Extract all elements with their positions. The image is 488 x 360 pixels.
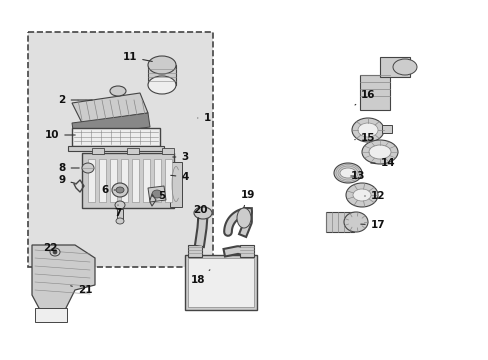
Ellipse shape xyxy=(50,248,60,256)
Ellipse shape xyxy=(53,250,57,254)
Ellipse shape xyxy=(237,208,250,228)
Bar xyxy=(148,65,176,85)
Ellipse shape xyxy=(112,183,128,197)
Bar xyxy=(359,75,389,110)
Text: 15: 15 xyxy=(354,133,374,143)
Text: 16: 16 xyxy=(354,90,374,105)
Ellipse shape xyxy=(343,212,367,232)
Text: 9: 9 xyxy=(59,175,75,185)
Bar xyxy=(381,125,391,133)
Bar xyxy=(379,57,409,77)
Bar xyxy=(28,32,213,267)
Text: 2: 2 xyxy=(58,95,92,105)
Bar xyxy=(142,159,150,202)
Bar xyxy=(162,148,174,154)
Ellipse shape xyxy=(152,190,162,198)
Bar xyxy=(117,209,123,221)
Text: 5: 5 xyxy=(152,191,165,201)
Polygon shape xyxy=(72,113,150,137)
Bar xyxy=(88,159,95,202)
Text: 1: 1 xyxy=(197,113,210,123)
Bar xyxy=(325,212,353,232)
Ellipse shape xyxy=(116,218,124,224)
Text: 14: 14 xyxy=(370,158,394,168)
Text: 4: 4 xyxy=(170,172,188,182)
Text: 8: 8 xyxy=(58,163,79,173)
Text: 10: 10 xyxy=(45,130,75,140)
Ellipse shape xyxy=(357,123,377,137)
Ellipse shape xyxy=(115,201,125,209)
Polygon shape xyxy=(148,186,165,202)
Text: 12: 12 xyxy=(364,191,385,201)
Bar xyxy=(187,258,253,307)
Bar xyxy=(121,159,128,202)
Text: 17: 17 xyxy=(360,220,385,230)
Bar xyxy=(92,148,104,154)
Text: 13: 13 xyxy=(350,171,365,181)
Bar xyxy=(35,308,67,322)
Ellipse shape xyxy=(333,163,361,183)
Ellipse shape xyxy=(148,56,176,74)
Bar xyxy=(82,153,174,208)
Bar xyxy=(127,148,139,154)
Bar xyxy=(99,159,106,202)
Bar xyxy=(164,159,172,202)
Ellipse shape xyxy=(82,163,94,173)
Polygon shape xyxy=(32,245,95,310)
Ellipse shape xyxy=(148,76,176,94)
Text: 11: 11 xyxy=(122,52,152,62)
Ellipse shape xyxy=(346,183,377,207)
Ellipse shape xyxy=(361,140,397,164)
Text: 19: 19 xyxy=(240,190,255,207)
Bar xyxy=(240,245,253,257)
Bar xyxy=(72,128,160,146)
Ellipse shape xyxy=(194,207,212,219)
Bar xyxy=(132,159,139,202)
Text: 20: 20 xyxy=(192,205,207,220)
Text: 3: 3 xyxy=(172,152,188,162)
Text: 22: 22 xyxy=(42,243,57,253)
Bar xyxy=(184,255,257,310)
Ellipse shape xyxy=(339,168,355,178)
Text: 21: 21 xyxy=(71,285,92,295)
Bar xyxy=(187,245,202,257)
Text: 7: 7 xyxy=(114,205,122,218)
Bar xyxy=(110,159,117,202)
Ellipse shape xyxy=(110,86,126,96)
Ellipse shape xyxy=(116,187,124,193)
Ellipse shape xyxy=(392,59,416,75)
Ellipse shape xyxy=(351,118,383,142)
Ellipse shape xyxy=(352,189,370,201)
Bar xyxy=(68,146,163,151)
Polygon shape xyxy=(170,162,182,207)
Bar xyxy=(154,159,161,202)
Polygon shape xyxy=(72,93,148,123)
Text: 6: 6 xyxy=(101,185,115,195)
Text: 18: 18 xyxy=(190,270,209,285)
Ellipse shape xyxy=(368,145,390,159)
